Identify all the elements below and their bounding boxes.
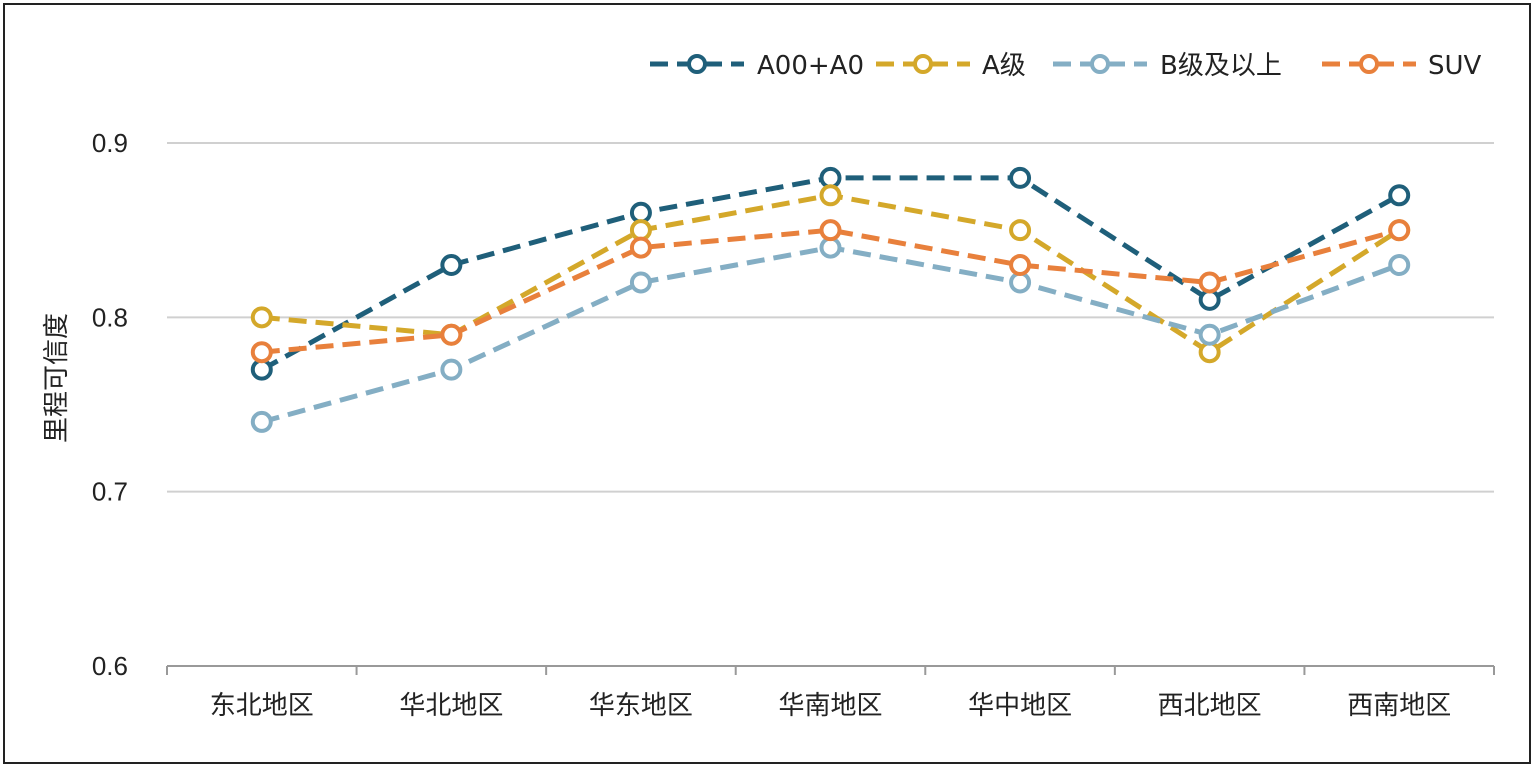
data-point (440, 323, 463, 346)
legend: A00+A0 A级 B级及以上 SUV (650, 51, 1482, 81)
legend-swatch-marker (913, 54, 933, 74)
series (250, 236, 1411, 433)
data-point (440, 358, 463, 381)
data-point (629, 236, 652, 259)
legend-swatch-marker (687, 54, 707, 74)
y-tick-labels: 0.6 0.7 0.8 0.9 (92, 128, 128, 681)
x-axis (166, 665, 1495, 675)
y-tick-label: 0.7 (92, 477, 128, 507)
x-tick-label: 华中地区 (968, 691, 1072, 721)
gridlines (167, 142, 1494, 493)
data-point (250, 358, 273, 381)
data-point (1009, 271, 1032, 294)
legend-label: A级 (982, 51, 1026, 81)
y-tick-label: 0.9 (92, 128, 128, 158)
data-point (1388, 219, 1411, 242)
legend-entry: A00+A0 (650, 51, 864, 81)
data-point (1009, 219, 1032, 242)
series-lines (250, 166, 1411, 433)
data-point (1198, 288, 1221, 311)
y-tick-label: 0.6 (92, 651, 128, 681)
data-point (440, 254, 463, 277)
x-tick-label: 华南地区 (778, 691, 882, 721)
y-axis-title: 里程可信度 (42, 313, 72, 443)
data-point (819, 184, 842, 207)
data-point (1198, 323, 1221, 346)
chart-frame (3, 3, 1531, 764)
legend-entry: B级及以上 (1053, 51, 1282, 81)
data-point (250, 306, 273, 329)
data-point (1388, 254, 1411, 277)
data-point (1198, 341, 1221, 364)
data-point (1388, 184, 1411, 207)
data-point (1009, 166, 1032, 189)
data-point (1009, 254, 1032, 277)
legend-label: A00+A0 (757, 51, 864, 81)
x-tick-labels: 东北地区 华北地区 华东地区 华南地区 华中地区 西北地区 西南地区 (210, 691, 1451, 721)
legend-entry: SUV (1322, 51, 1482, 81)
data-point (629, 271, 652, 294)
x-tick-label: 华北地区 (399, 691, 503, 721)
data-point (819, 236, 842, 259)
legend-entry: A级 (876, 51, 1026, 81)
x-tick-label: 西北地区 (1158, 691, 1262, 721)
data-point (629, 219, 652, 242)
data-point (819, 219, 842, 242)
data-point (629, 201, 652, 224)
data-point (250, 410, 273, 433)
data-point (1198, 271, 1221, 294)
x-tick-label: 西南地区 (1347, 691, 1451, 721)
series (250, 219, 1411, 364)
x-tick-label: 东北地区 (210, 691, 314, 721)
x-tick-label: 华东地区 (589, 691, 693, 721)
legend-swatch-marker (1359, 54, 1379, 74)
legend-label: B级及以上 (1160, 51, 1282, 81)
data-point (250, 341, 273, 364)
legend-label: SUV (1428, 51, 1482, 81)
legend-swatch-marker (1090, 54, 1110, 74)
y-tick-label: 0.8 (92, 302, 128, 332)
data-point (819, 166, 842, 189)
